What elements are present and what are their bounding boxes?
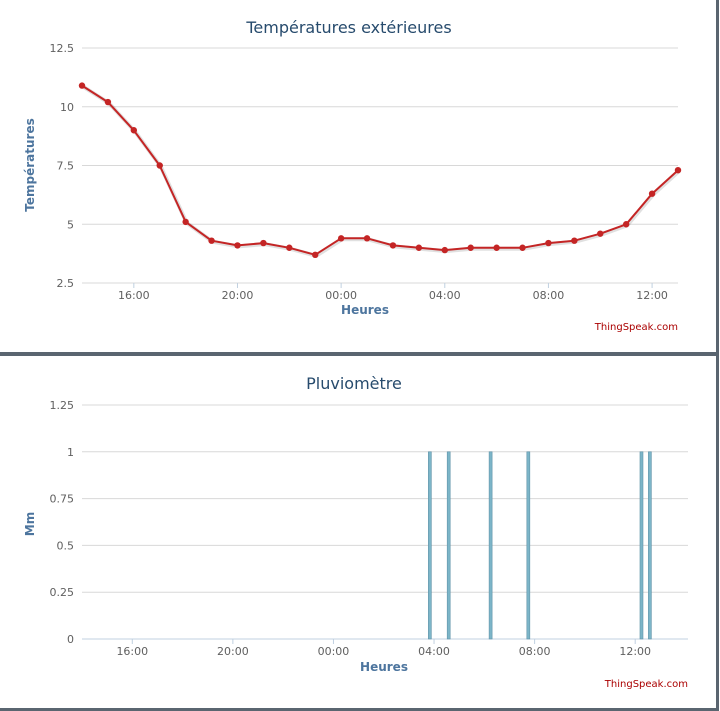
y-tick-label: 0.25 xyxy=(50,586,75,599)
x-tick-label: 08:00 xyxy=(519,645,551,658)
data-point[interactable] xyxy=(104,98,112,106)
data-point[interactable] xyxy=(571,237,578,244)
data-point[interactable] xyxy=(312,251,319,258)
data-point[interactable] xyxy=(467,244,474,251)
y-tick-label: 2.5 xyxy=(57,277,75,290)
y-tick-label: 0.75 xyxy=(50,493,75,506)
data-point[interactable] xyxy=(234,242,241,249)
data-point[interactable] xyxy=(493,244,500,251)
credit-link[interactable]: ThingSpeak.com xyxy=(594,322,678,333)
rain-chart-panel: Pluviomètre 0 0.25 0.5 0.75 1 1.25 16:00 20:00… xyxy=(0,355,719,711)
chart-title: Températures extérieures xyxy=(245,18,451,37)
data-point[interactable] xyxy=(156,162,163,169)
x-tick-label: 16:00 xyxy=(118,289,150,302)
y-tick-label: 5 xyxy=(67,218,74,231)
x-tick-label: 16:00 xyxy=(116,645,148,658)
data-point[interactable] xyxy=(389,242,397,249)
data-point[interactable] xyxy=(363,235,371,242)
x-tick-label: 00:00 xyxy=(318,645,350,658)
x-tick-label: 04:00 xyxy=(429,289,461,302)
data-point[interactable] xyxy=(182,218,189,226)
data-point[interactable] xyxy=(415,244,423,251)
y-tick-label: 0.5 xyxy=(57,539,75,552)
series-line xyxy=(81,84,679,256)
rain-chart: Pluviomètre 0 0.25 0.5 0.75 1 1.25 16:00 20:00… xyxy=(23,374,688,690)
chart-title: Pluviomètre xyxy=(306,374,402,393)
data-point[interactable] xyxy=(286,244,293,251)
x-tick-label: 08:00 xyxy=(533,289,565,302)
x-axis-title: Heures xyxy=(341,303,389,317)
data-point[interactable] xyxy=(545,239,552,247)
data-point[interactable] xyxy=(597,230,604,237)
y-tick-label: 12.5 xyxy=(50,42,75,55)
data-point[interactable] xyxy=(260,239,267,247)
x-tick-label: 00:00 xyxy=(325,289,357,302)
data-point[interactable] xyxy=(78,82,86,89)
rain-bar[interactable] xyxy=(428,451,432,640)
x-tick-label: 12:00 xyxy=(619,645,651,658)
y-tick-label: 1.25 xyxy=(50,399,75,412)
y-tick-label: 7.5 xyxy=(57,160,75,173)
rain-bar[interactable] xyxy=(648,451,652,640)
x-tick-label: 20:00 xyxy=(217,645,249,658)
data-point[interactable] xyxy=(441,246,448,254)
x-tick-label: 20:00 xyxy=(222,289,254,302)
rain-bar[interactable] xyxy=(639,451,644,640)
x-axis-title: Heures xyxy=(360,660,408,674)
rain-bar[interactable] xyxy=(488,451,493,640)
series-line-shadow xyxy=(81,84,681,258)
data-point[interactable] xyxy=(674,167,682,174)
y-axis-title: Mm xyxy=(23,512,37,536)
y-tick-label: 1 xyxy=(67,446,74,459)
data-point[interactable] xyxy=(130,127,138,134)
y-axis-title: Températures xyxy=(23,118,37,211)
data-point[interactable] xyxy=(208,237,215,244)
temperature-chart-panel: Températures extérieures 2.5 5 7.5 10 12.5 1… xyxy=(0,0,719,355)
credit-link[interactable]: ThingSpeak.com xyxy=(604,679,688,690)
data-point[interactable] xyxy=(519,244,526,251)
x-tick-label: 12:00 xyxy=(636,289,668,302)
y-tick-label: 0 xyxy=(67,633,74,646)
data-point[interactable] xyxy=(622,221,630,228)
rain-bar[interactable] xyxy=(446,451,451,640)
rain-bar[interactable] xyxy=(526,451,531,640)
y-tick-label: 10 xyxy=(60,101,74,114)
x-tick-label: 04:00 xyxy=(418,645,450,658)
data-point[interactable] xyxy=(337,235,345,242)
data-point[interactable] xyxy=(648,190,656,197)
temperature-chart: Températures extérieures 2.5 5 7.5 10 12.5 1… xyxy=(23,18,682,333)
